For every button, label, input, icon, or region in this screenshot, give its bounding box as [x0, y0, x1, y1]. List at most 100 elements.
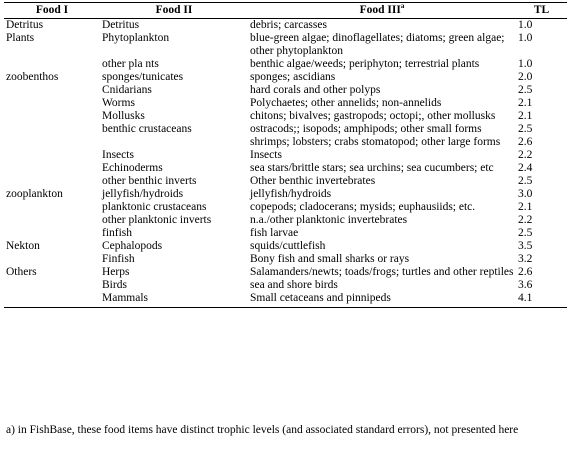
cell-food-2: Echinoderms	[102, 162, 163, 174]
cell-food-3: hard corals and other polyps	[250, 84, 381, 96]
cell-food-1	[4, 227, 100, 240]
table-row: Detritus Detritus debris; carcasses 1.0	[4, 19, 567, 33]
cell-food-3: Bony fish and small sharks or rays	[250, 253, 410, 265]
header-trophic-level: TL	[516, 2, 567, 19]
food-items-table: Food I Food II Food IIIa TL Detritus Detr…	[4, 2, 567, 308]
table-row: other planktonic inverts n.a./other plank…	[4, 214, 567, 227]
cell-food-3: debris; carcasses	[250, 19, 327, 31]
header-food-3-label: Food III	[359, 4, 401, 16]
cell-food-3: benthic algae/weeds; periphyton; terrest…	[250, 58, 480, 70]
cell-trophic-level: 2.1	[518, 97, 533, 109]
cell-food-2: Insects	[102, 149, 134, 161]
cell-food-2: benthic crustaceans	[102, 123, 192, 135]
cell-food-3: Other benthic invertebrates	[250, 175, 376, 187]
table-row: Worms Polychaetes; other annelids; non-an…	[4, 97, 567, 110]
table-row: other pla nts benthic algae/weeds; periph…	[4, 58, 567, 71]
table-row: other benthic inverts Other benthic inver…	[4, 175, 567, 188]
cell-food-2: Phytoplankton	[102, 32, 170, 44]
cell-food-1	[4, 97, 100, 110]
cell-food-1	[4, 110, 100, 123]
cell-food-3: Polychaetes; other annelids; non-annelid…	[250, 97, 442, 109]
header-food-2: Food II	[100, 2, 248, 19]
cell-food-2: Mollusks	[102, 110, 145, 122]
cell-food-2: Detritus	[102, 19, 140, 31]
cell-food-2: Cnidarians	[102, 84, 152, 96]
cell-food-3: copepods; cladocerans; mysids; euphausii…	[250, 201, 476, 213]
cell-food-3: squids/cuttlefish	[250, 240, 326, 252]
cell-trophic-level: 2.2	[518, 214, 533, 226]
cell-food-1	[4, 136, 100, 149]
cell-trophic-level: 2.5	[518, 175, 533, 187]
table-row: Echinoderms sea stars/brittle stars; sea …	[4, 162, 567, 175]
cell-food-2	[100, 136, 248, 149]
cell-food-2: Birds	[102, 279, 127, 291]
cell-food-1	[4, 123, 100, 136]
cell-trophic-level: 2.5	[518, 227, 533, 239]
cell-food-3: n.a./other planktonic invertebrates	[250, 214, 408, 226]
table-header: Food I Food II Food IIIa TL	[4, 2, 567, 19]
table-row: Mammals Small cetaceans and pinnipeds 4.1	[4, 292, 567, 308]
cell-food-3: Small cetaceans and pinnipeds	[248, 292, 516, 308]
cell-food-2: Finfish	[102, 253, 135, 265]
table-row: Others Herps Salamanders/newts; toads/frog…	[4, 266, 567, 279]
cell-food-3: fish larvae	[250, 227, 299, 239]
cell-food-1: Detritus	[6, 19, 44, 31]
table-row: Plants Phytoplankton blue-green algae; din…	[4, 32, 567, 58]
table-row: planktonic crustaceans copepods; cladocer…	[4, 201, 567, 214]
table-row: zooplankton jellyfish/hydroids jellyfish/h…	[4, 188, 567, 201]
table-row: Insects Insects 2.2	[4, 149, 567, 162]
cell-food-3: Salamanders/newts; toads/frogs; turtles …	[250, 266, 514, 278]
cell-food-2: other pla nts	[102, 58, 159, 70]
table-body: Detritus Detritus debris; carcasses 1.0 Plan…	[4, 19, 567, 308]
cell-food-3: chitons; bivalves; gastropods; octopi;, …	[250, 110, 496, 122]
cell-trophic-level: 2.6	[518, 266, 533, 278]
cell-food-1	[4, 84, 100, 97]
cell-food-3: shrimps; lobsters; crabs stomatopod; oth…	[250, 136, 501, 148]
cell-food-1	[4, 149, 100, 162]
cell-trophic-level: 1.0	[518, 58, 533, 70]
cell-food-3: sea stars/brittle stars; sea urchins; se…	[250, 162, 494, 174]
cell-food-2: finfish	[102, 227, 133, 239]
cell-food-2: Herps	[102, 266, 130, 278]
cell-trophic-level: 4.1	[516, 292, 567, 308]
cell-trophic-level: 2.0	[518, 71, 533, 83]
cell-food-1: Plants	[6, 32, 35, 44]
cell-trophic-level: 1.0	[518, 32, 533, 44]
cell-trophic-level: 2.5	[518, 84, 533, 96]
table-row: Mollusks chitons; bivalves; gastropods; o…	[4, 110, 567, 123]
cell-trophic-level: 1.0	[518, 19, 533, 31]
cell-food-2: other planktonic inverts	[102, 214, 212, 226]
table-row: Nekton Cephalopods squids/cuttlefish 3.5	[4, 240, 567, 253]
cell-food-2: Mammals	[100, 292, 248, 308]
cell-trophic-level: 3.0	[518, 188, 533, 200]
cell-food-1	[4, 253, 100, 266]
cell-food-3: ostracods;; isopods; amphipods; other sm…	[250, 123, 482, 135]
table-row: Birds sea and shore birds 3.6	[4, 279, 567, 292]
table-row: benthic crustaceans ostracods;; isopods; …	[4, 123, 567, 136]
cell-food-1: zoobenthos	[6, 71, 59, 83]
cell-food-1	[4, 175, 100, 188]
cell-trophic-level: 2.6	[518, 136, 533, 148]
table-row: zoobenthos sponges/tunicates sponges; asci…	[4, 71, 567, 84]
cell-trophic-level: 3.5	[518, 240, 533, 252]
cell-food-1: Others	[6, 266, 37, 278]
cell-food-1	[4, 279, 100, 292]
header-food-3: Food IIIa	[248, 2, 516, 19]
cell-food-1: Nekton	[6, 240, 40, 252]
cell-food-3: sponges; ascidians	[250, 71, 336, 83]
cell-food-1	[4, 201, 100, 214]
table-row: Cnidarians hard corals and other polyps 2.…	[4, 84, 567, 97]
cell-trophic-level: 3.6	[518, 279, 533, 291]
header-row: Food I Food II Food IIIa TL	[4, 2, 567, 19]
cell-food-2: Cephalopods	[102, 240, 163, 252]
cell-food-2: sponges/tunicates	[102, 71, 184, 83]
table-row: finfish fish larvae 2.5	[4, 227, 567, 240]
cell-trophic-level: 3.2	[518, 253, 533, 265]
header-food-1: Food I	[4, 2, 100, 19]
cell-food-1: zooplankton	[6, 188, 63, 200]
table-row: shrimps; lobsters; crabs stomatopod; oth…	[4, 136, 567, 149]
cell-trophic-level: 2.1	[518, 110, 533, 122]
cell-food-3: sea and shore birds	[250, 279, 338, 291]
cell-food-3: blue-green algae; dinoflagellates; diato…	[250, 32, 505, 57]
